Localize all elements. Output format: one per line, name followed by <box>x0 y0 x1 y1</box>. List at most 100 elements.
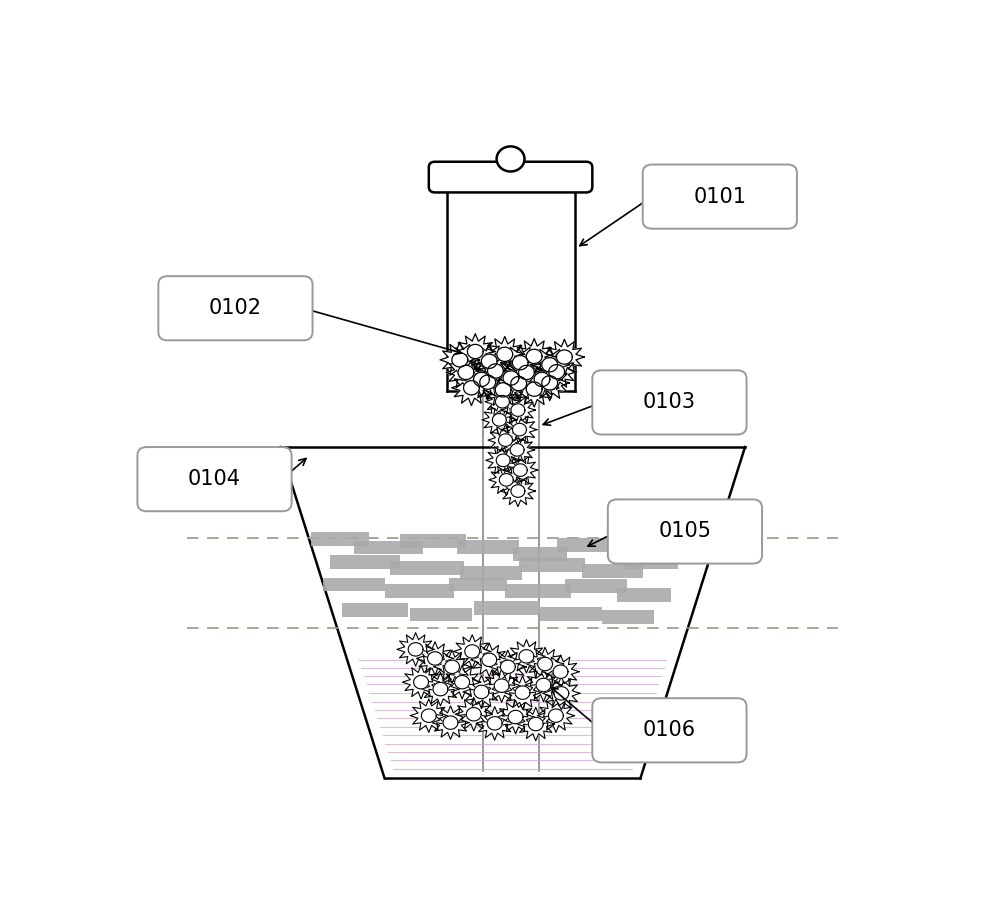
Polygon shape <box>494 679 509 692</box>
Polygon shape <box>421 709 436 722</box>
Polygon shape <box>402 665 440 699</box>
Text: 0105: 0105 <box>658 522 711 542</box>
Polygon shape <box>514 371 554 407</box>
Polygon shape <box>508 710 523 724</box>
Polygon shape <box>514 339 554 374</box>
Text: 0104: 0104 <box>188 469 241 489</box>
FancyBboxPatch shape <box>342 602 408 617</box>
Polygon shape <box>495 382 511 397</box>
Polygon shape <box>482 404 517 436</box>
Polygon shape <box>507 354 546 390</box>
Polygon shape <box>545 339 584 375</box>
Polygon shape <box>499 366 538 401</box>
Polygon shape <box>456 333 495 370</box>
Polygon shape <box>463 675 500 708</box>
Polygon shape <box>414 676 428 689</box>
Polygon shape <box>554 687 569 700</box>
FancyBboxPatch shape <box>137 447 292 511</box>
Polygon shape <box>500 394 535 426</box>
Polygon shape <box>471 643 508 677</box>
Polygon shape <box>519 365 534 380</box>
Polygon shape <box>474 685 489 699</box>
Polygon shape <box>492 413 506 426</box>
Polygon shape <box>482 653 497 667</box>
Polygon shape <box>489 651 526 683</box>
Polygon shape <box>445 660 459 673</box>
Polygon shape <box>469 343 509 379</box>
Polygon shape <box>476 353 515 389</box>
Circle shape <box>497 147 525 171</box>
Polygon shape <box>433 682 448 696</box>
FancyBboxPatch shape <box>608 499 762 564</box>
Polygon shape <box>464 381 479 395</box>
Polygon shape <box>512 355 528 370</box>
Polygon shape <box>491 361 531 396</box>
FancyBboxPatch shape <box>390 561 464 574</box>
FancyBboxPatch shape <box>625 555 678 569</box>
Polygon shape <box>499 474 513 487</box>
Polygon shape <box>548 709 563 722</box>
Polygon shape <box>504 676 541 709</box>
Polygon shape <box>416 641 454 675</box>
Polygon shape <box>538 658 552 670</box>
FancyBboxPatch shape <box>519 558 585 572</box>
Polygon shape <box>488 424 523 456</box>
FancyBboxPatch shape <box>592 371 747 435</box>
Polygon shape <box>497 347 513 361</box>
Polygon shape <box>428 651 442 665</box>
Polygon shape <box>511 404 525 417</box>
Polygon shape <box>397 632 434 666</box>
Polygon shape <box>454 635 491 669</box>
Polygon shape <box>519 650 534 663</box>
Polygon shape <box>542 358 558 371</box>
Text: 0102: 0102 <box>209 298 262 318</box>
Polygon shape <box>446 354 486 390</box>
Polygon shape <box>522 361 562 397</box>
Polygon shape <box>489 464 524 496</box>
Polygon shape <box>515 686 530 699</box>
Polygon shape <box>486 445 521 476</box>
Polygon shape <box>462 361 501 397</box>
FancyBboxPatch shape <box>557 538 627 552</box>
Polygon shape <box>433 651 471 683</box>
FancyBboxPatch shape <box>592 699 747 762</box>
Polygon shape <box>408 642 423 656</box>
FancyBboxPatch shape <box>385 583 454 598</box>
Polygon shape <box>537 354 576 390</box>
Polygon shape <box>528 718 543 731</box>
Polygon shape <box>483 669 520 702</box>
Polygon shape <box>496 454 510 467</box>
Polygon shape <box>502 414 537 446</box>
Polygon shape <box>530 347 569 382</box>
Polygon shape <box>511 377 527 390</box>
Polygon shape <box>500 434 535 466</box>
Polygon shape <box>466 708 481 721</box>
Polygon shape <box>500 345 540 381</box>
Polygon shape <box>485 386 520 418</box>
Polygon shape <box>455 676 470 689</box>
Polygon shape <box>500 476 535 506</box>
Polygon shape <box>530 365 569 400</box>
Polygon shape <box>525 669 562 701</box>
Text: 0106: 0106 <box>643 720 696 740</box>
Polygon shape <box>440 342 480 378</box>
FancyBboxPatch shape <box>474 602 540 615</box>
Polygon shape <box>483 372 523 408</box>
FancyBboxPatch shape <box>582 564 643 577</box>
Polygon shape <box>542 376 558 390</box>
Polygon shape <box>487 717 502 730</box>
FancyBboxPatch shape <box>637 535 683 548</box>
Polygon shape <box>503 371 519 385</box>
FancyBboxPatch shape <box>311 532 369 546</box>
FancyBboxPatch shape <box>540 607 602 621</box>
FancyBboxPatch shape <box>505 584 571 599</box>
FancyBboxPatch shape <box>330 555 400 569</box>
Polygon shape <box>467 344 483 359</box>
Polygon shape <box>422 672 459 706</box>
FancyBboxPatch shape <box>602 611 654 624</box>
Polygon shape <box>485 336 525 372</box>
Polygon shape <box>499 434 512 447</box>
Polygon shape <box>526 349 542 363</box>
Polygon shape <box>476 707 513 740</box>
Polygon shape <box>497 700 534 734</box>
